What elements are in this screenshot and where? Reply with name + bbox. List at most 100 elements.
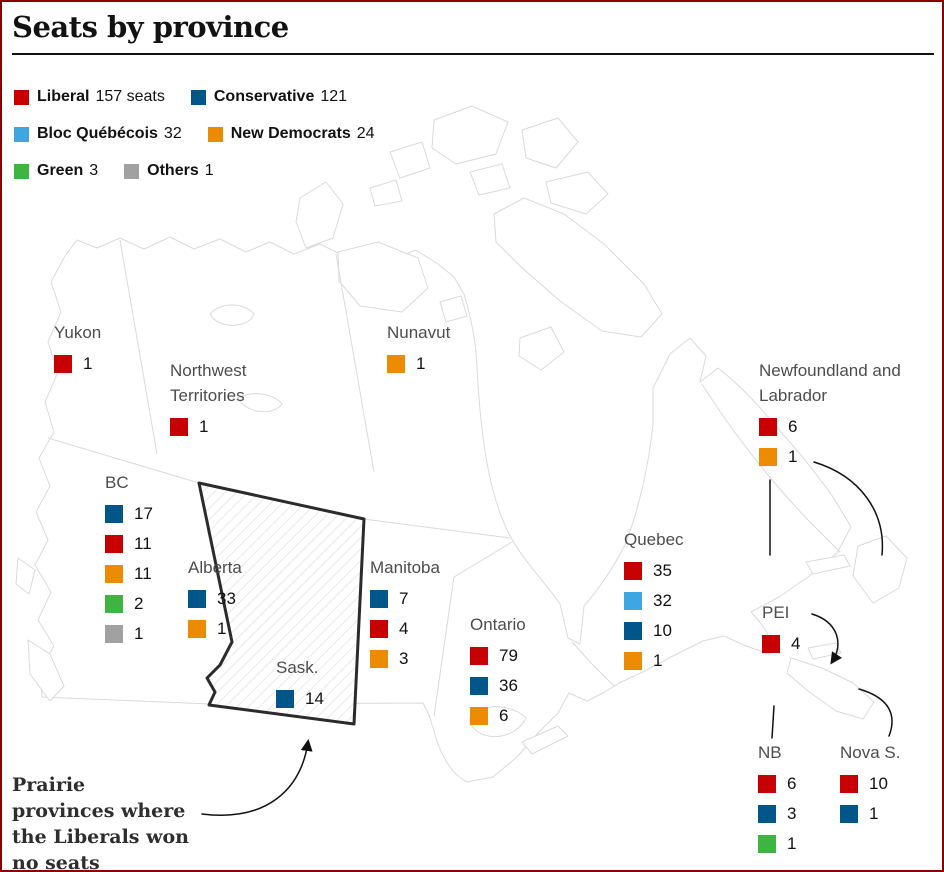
legend-party-label: Bloc Québécois [37,125,158,142]
nb-connector-line [771,705,775,739]
seat-count: 11 [134,564,152,583]
seat-count: 1 [83,354,93,373]
seat-count: 1 [869,804,879,823]
liberal-swatch-icon [624,562,642,580]
ndp-swatch-icon [105,565,123,583]
conservative-swatch-icon [758,805,776,823]
province-label: Manitoba [370,558,440,577]
province-border [571,641,615,687]
mainland [34,236,852,783]
ndp-swatch-icon [387,355,405,373]
lake [521,725,569,755]
seat-row: 1 [758,833,796,855]
page-title: Seats by province [12,10,289,44]
legend-party-label: Green [37,162,84,179]
seat-count: 4 [399,619,409,638]
seat-row: 1 [188,618,242,640]
seat-row: 4 [370,618,440,640]
liberal-swatch-icon [759,418,777,436]
conservative-swatch-icon [370,590,388,608]
seat-row: 1 [54,353,101,375]
province-yukon: Yukon 1 [54,320,101,383]
seat-row: 1 [170,416,280,438]
legend-item-green: Green 3 [14,162,98,180]
legend-seat-count: 157 seats [95,88,165,105]
seat-count: 79 [499,646,518,665]
seat-count: 1 [416,354,426,373]
seat-row: 1 [105,623,153,645]
seat-count: 3 [399,649,409,668]
conservative-swatch-icon [840,805,858,823]
anticosti-island [805,554,851,575]
seat-count: 17 [134,504,153,523]
liberal-swatch-icon [105,535,123,553]
title-divider [12,53,934,55]
seat-row: 6 [758,773,796,795]
seat-count: 14 [305,689,324,708]
newfoundland-connector-curve [813,461,884,556]
seat-row: 11 [105,533,153,555]
province-alberta: Alberta 33 1 [188,555,242,648]
legend-item-conservative: Conservative 121 [190,88,347,106]
pei-island [807,642,842,660]
province-quebec: Quebec 35 32 10 1 [624,527,684,680]
seat-count: 35 [653,561,672,580]
province-bc: BC 17 11 11 2 1 [105,470,153,653]
province-label: BC [105,473,129,492]
others-swatch-icon [124,163,140,179]
seat-count: 36 [499,676,518,695]
province-newfoundland-and-labrador: Newfoundland and Labrador 6 1 [759,358,904,476]
seat-row: 6 [470,705,526,727]
arctic-island [337,241,429,313]
seat-row: 3 [370,648,440,670]
seat-row: 3 [758,803,796,825]
seat-row: 10 [840,773,900,795]
province-border [119,239,158,455]
seat-row: 1 [387,353,450,375]
seat-count: 1 [787,834,797,853]
seat-count: 6 [499,706,509,725]
header: Seats by province [12,10,934,55]
seat-row: 2 [105,593,153,615]
legend-seat-count: 1 [204,162,214,179]
arctic-island [369,179,403,207]
legend-seat-count: 24 [356,125,375,142]
seat-count: 6 [788,417,798,436]
legend-row: Green 3 Others 1 [14,162,375,180]
seat-count: 1 [217,619,227,638]
ndp-swatch-icon [188,620,206,638]
arctic-island [469,163,511,196]
pei-connector-arrow [811,613,842,665]
province-label: Alberta [188,558,242,577]
seat-count: 3 [787,804,797,823]
seat-row: 14 [276,688,324,710]
seat-row: 1 [840,803,900,825]
seat-row: 33 [188,588,242,610]
green-swatch-icon [105,595,123,613]
legend-row: Bloc Québécois 32 New Democrats 24 [14,125,375,143]
province-ontario: Ontario 79 36 6 [470,612,526,735]
province-label: Northwest Territories [170,361,247,405]
province-label: PEI [762,603,790,622]
seat-count: 32 [653,591,672,610]
province-pei: PEI 4 [762,600,800,663]
seat-row: 17 [105,503,153,525]
province-label: Ontario [470,615,526,634]
conservative-swatch-icon [276,690,294,708]
seat-row: 79 [470,645,526,667]
bloc-swatch-icon [14,126,29,142]
province-saskatchewan: Sask. 14 [276,655,324,718]
others-swatch-icon [105,625,123,643]
seat-row: 11 [105,563,153,585]
seat-row: 32 [624,590,684,612]
liberal-swatch-icon [470,647,488,665]
arctic-island [389,141,431,179]
liberal-swatch-icon [370,620,388,638]
seat-row: 6 [759,416,904,438]
seat-row: 10 [624,620,684,642]
legend-item-bloc: Bloc Québécois 32 [14,125,182,143]
legend-party-label: Liberal [37,88,90,105]
liberal-swatch-icon [170,418,188,436]
nova-scotia-connector-curve [858,688,893,737]
